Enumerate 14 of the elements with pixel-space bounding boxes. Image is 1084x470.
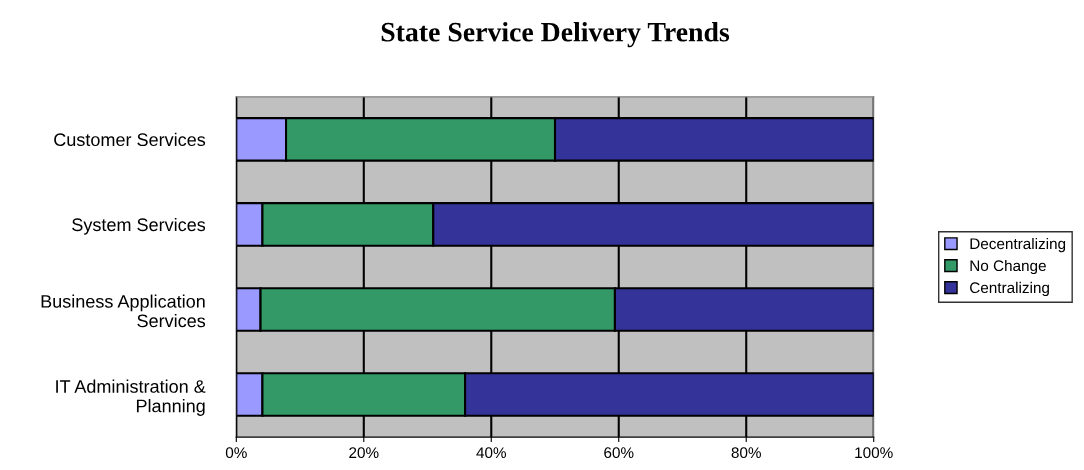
x-tick-label: 0%: [225, 447, 247, 459]
y-tick-label: System Services: [72, 217, 206, 235]
legend-label: Centralizing: [970, 281, 1049, 297]
y-tick-label: Customer Services: [54, 132, 206, 147]
x-tick-label: 40%: [476, 447, 507, 459]
x-tick-label: 60%: [604, 447, 634, 459]
y-tick-label: IT Administration & Planning: [56, 379, 206, 416]
legend-label: Decentralizing: [970, 237, 1066, 253]
x-tick-label: 80%: [731, 447, 761, 459]
x-tick-label: 20%: [349, 447, 379, 459]
y-tick-label: Business Application Services: [41, 294, 206, 328]
legend-label: No Change: [970, 259, 1046, 275]
x-tick-label: 100%: [855, 447, 893, 459]
chart-title: State Service Delivery Trends: [381, 21, 730, 48]
